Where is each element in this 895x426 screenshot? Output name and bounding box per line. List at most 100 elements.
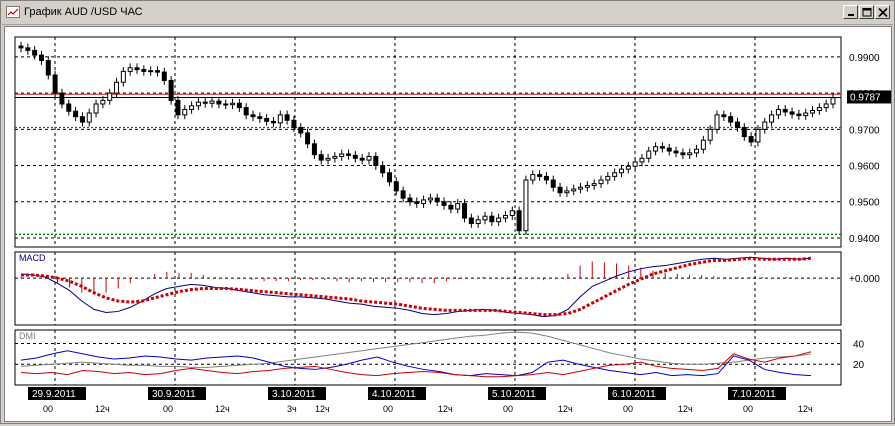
candle-up — [195, 101, 201, 107]
hour-tick-label: 00 — [503, 404, 513, 414]
candle-down — [223, 103, 229, 106]
candle-up — [584, 184, 590, 188]
date-label-box — [488, 387, 546, 400]
hour-tick-label: 12ч — [798, 404, 813, 414]
candle-down — [318, 154, 324, 161]
candle-up — [639, 157, 645, 163]
candle-down — [441, 201, 447, 206]
candle-up — [230, 102, 236, 106]
hour-tick-label: 00 — [43, 404, 53, 414]
candle-down — [666, 147, 672, 152]
date-label-box — [268, 387, 326, 400]
candle-up — [482, 215, 488, 221]
price-tick-label: 0.9500 — [849, 198, 880, 209]
candle-up — [339, 153, 345, 157]
hour-tick-label: 12ч — [315, 404, 330, 414]
candle-down — [66, 103, 72, 112]
candle-up — [564, 190, 570, 194]
candle-down — [373, 155, 379, 167]
candle-up — [605, 175, 611, 181]
current-price-tag — [847, 90, 891, 104]
candle-down — [79, 116, 85, 123]
candle-down — [270, 120, 276, 124]
macd-signal-line — [21, 256, 812, 317]
price-tick-label: 0.9600 — [849, 162, 880, 173]
hour-tick-label: 00 — [743, 404, 753, 414]
candle-down — [161, 71, 167, 81]
chart-app-icon — [6, 6, 20, 18]
candle-down — [741, 127, 747, 138]
date-label-box — [608, 387, 666, 400]
candle-up — [530, 174, 536, 181]
candle-up — [366, 155, 372, 161]
hour-tick-label: 12ч — [678, 404, 693, 414]
candle-down — [73, 110, 79, 118]
candle-down — [407, 197, 413, 203]
maximize-button[interactable] — [859, 5, 874, 19]
price-tick-label: 0.9900 — [849, 53, 880, 64]
candle-up — [182, 108, 188, 116]
candle-up — [803, 112, 809, 117]
candle-up — [100, 99, 106, 105]
candle-down — [789, 111, 795, 115]
candle-up — [823, 103, 829, 109]
title-bar[interactable]: График AUD /USD ЧАС — [2, 2, 893, 25]
candle-up — [189, 105, 195, 110]
candle-down — [434, 197, 440, 203]
candle-up — [277, 114, 283, 124]
candle-down — [32, 49, 38, 56]
candle-up — [455, 203, 461, 210]
close-button[interactable] — [875, 5, 890, 19]
candle-down — [728, 116, 734, 123]
macd-axis-label: +0.000 — [849, 274, 880, 285]
candle-down — [796, 113, 802, 117]
candle-down — [734, 121, 740, 129]
hour-tick-label: 00 — [623, 404, 633, 414]
candle-down — [352, 154, 358, 159]
candle-down — [414, 201, 420, 205]
candle-down — [45, 60, 51, 76]
minimize-button[interactable] — [843, 5, 858, 19]
candle-down — [721, 114, 727, 118]
candle-up — [496, 217, 502, 223]
candle-up — [707, 128, 713, 141]
candle-up — [475, 219, 481, 224]
date-label-box — [28, 387, 86, 400]
candle-down — [25, 47, 31, 51]
candle-up — [612, 172, 618, 177]
candle-down — [468, 217, 474, 224]
candle-up — [93, 103, 99, 114]
hour-tick-label: 12ч — [558, 404, 573, 414]
candle-down — [168, 79, 174, 101]
candle-up — [810, 110, 816, 114]
candle-down — [284, 114, 290, 121]
candle-down — [537, 174, 543, 177]
candle-down — [550, 179, 556, 188]
candle-up — [591, 183, 597, 186]
candle-down — [462, 203, 468, 219]
dmi-tick-label: 20 — [853, 360, 865, 371]
candle-down — [311, 143, 317, 156]
macd-panel-frame — [14, 251, 842, 326]
candle-down — [202, 101, 208, 104]
candle-up — [127, 67, 133, 72]
dmi-panel-frame — [14, 329, 842, 386]
candle-down — [236, 102, 242, 109]
hour-tick-label: 00 — [163, 404, 173, 414]
candle-up — [687, 152, 693, 156]
date-label: 4.10.2011 — [372, 389, 416, 400]
price-tick-label: 0.9400 — [849, 234, 880, 245]
candle-down — [680, 152, 686, 156]
candle-down — [359, 157, 365, 161]
date-label-box — [148, 387, 206, 400]
candle-up — [209, 100, 215, 104]
candle-down — [264, 117, 270, 122]
candle-down — [557, 186, 563, 194]
hour-tick-label: 00 — [383, 404, 393, 414]
candle-up — [694, 148, 700, 154]
hour-tick-label: 12ч — [95, 404, 110, 414]
dmi-tick-label: 40 — [853, 339, 865, 350]
candle-up — [148, 70, 154, 73]
candle-up — [625, 165, 631, 170]
candle-down — [52, 74, 58, 94]
